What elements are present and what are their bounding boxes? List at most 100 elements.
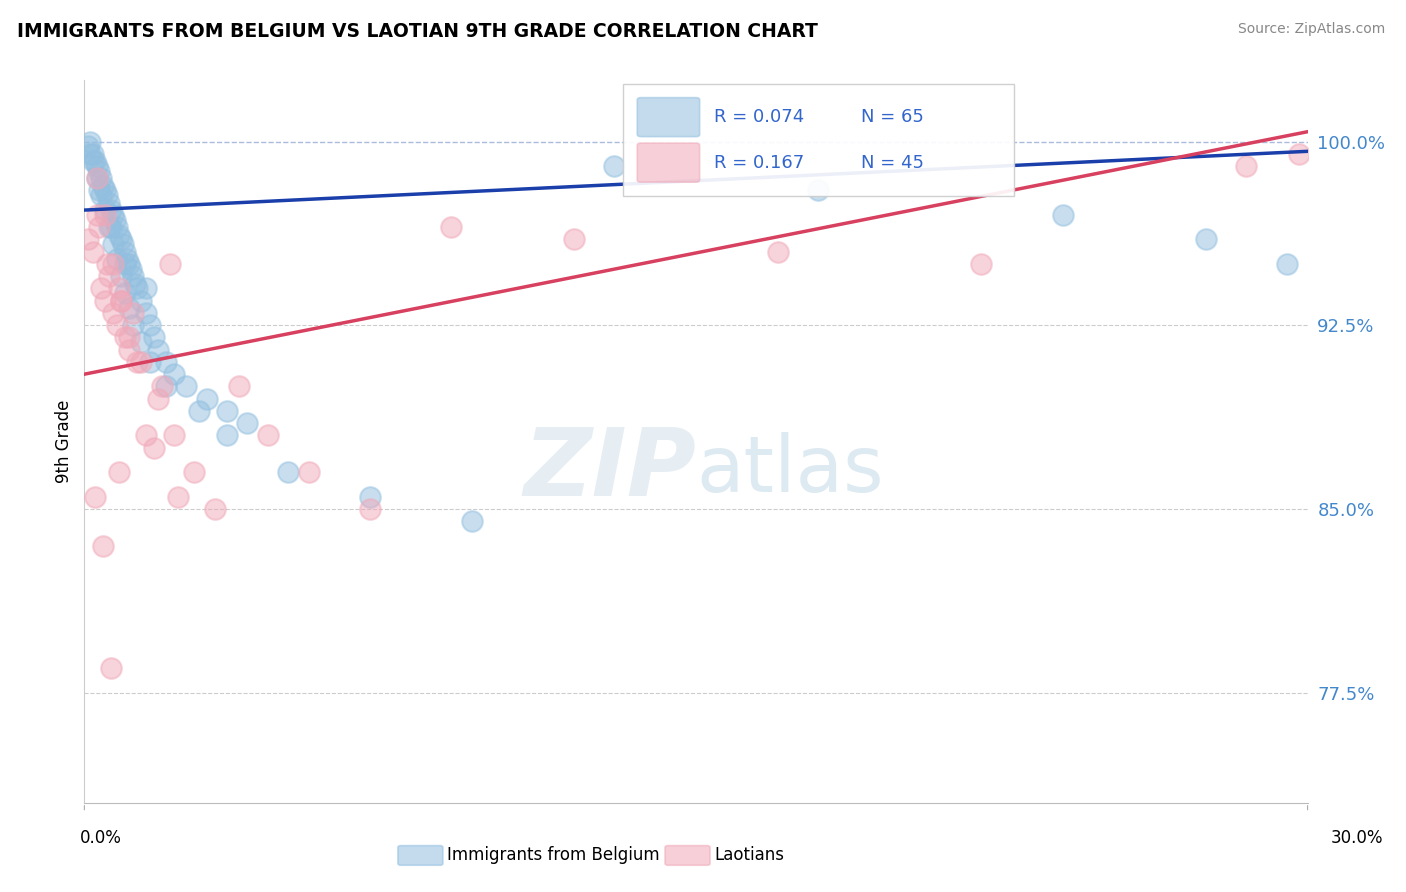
Point: [159, 257, 181, 271]
Point: [101, 306, 124, 320]
Point: [96, 257, 118, 271]
Point: [79, 135, 101, 149]
Point: [86, 171, 108, 186]
FancyBboxPatch shape: [637, 143, 700, 182]
Point: [138, 318, 160, 333]
Point: [114, 257, 136, 271]
Point: [970, 257, 993, 271]
Point: [146, 392, 169, 406]
Point: [461, 514, 484, 528]
Point: [86, 208, 108, 222]
Point: [131, 335, 153, 350]
Point: [115, 252, 138, 266]
Point: [124, 277, 146, 291]
Text: IMMIGRANTS FROM BELGIUM VS LAOTIAN 9TH GRADE CORRELATION CHART: IMMIGRANTS FROM BELGIUM VS LAOTIAN 9TH G…: [17, 22, 818, 41]
Point: [101, 257, 124, 271]
Point: [131, 355, 153, 369]
Point: [562, 232, 585, 246]
Point: [77, 232, 100, 246]
Point: [87, 164, 110, 178]
Point: [97, 220, 120, 235]
Point: [118, 343, 141, 357]
Point: [359, 502, 381, 516]
Point: [131, 293, 153, 308]
Point: [79, 146, 101, 161]
Point: [91, 178, 114, 193]
Point: [118, 257, 141, 271]
Point: [83, 490, 105, 504]
Text: atlas: atlas: [696, 433, 883, 508]
Point: [163, 367, 186, 381]
Point: [110, 293, 132, 308]
Point: [104, 213, 127, 227]
Point: [1288, 146, 1310, 161]
Text: 0.0%: 0.0%: [80, 829, 122, 847]
Point: [86, 159, 108, 173]
Point: [142, 330, 165, 344]
Point: [112, 237, 135, 252]
Point: [110, 269, 132, 284]
Point: [114, 286, 136, 301]
Point: [1052, 208, 1074, 222]
Text: ZIP: ZIP: [523, 425, 696, 516]
Point: [114, 330, 136, 344]
Point: [120, 261, 142, 276]
Point: [277, 465, 299, 479]
Point: [100, 220, 122, 235]
Point: [105, 220, 128, 235]
Point: [90, 171, 112, 186]
Point: [118, 330, 141, 344]
Point: [86, 171, 108, 186]
Point: [174, 379, 197, 393]
Point: [236, 416, 259, 430]
Point: [146, 343, 169, 357]
FancyBboxPatch shape: [637, 97, 700, 136]
Point: [87, 220, 110, 235]
Text: 30.0%: 30.0%: [1330, 829, 1384, 847]
Point: [257, 428, 280, 442]
Point: [105, 252, 128, 266]
Point: [105, 318, 128, 333]
Point: [603, 159, 626, 173]
Point: [110, 293, 132, 308]
Point: [82, 154, 104, 169]
Point: [440, 220, 463, 235]
Point: [150, 379, 173, 393]
Point: [135, 281, 157, 295]
Point: [142, 441, 165, 455]
Point: [155, 379, 177, 393]
Point: [359, 490, 381, 504]
Point: [91, 539, 114, 553]
Point: [110, 232, 132, 246]
Point: [195, 392, 218, 406]
Point: [135, 428, 157, 442]
Point: [163, 428, 186, 442]
Point: [101, 208, 124, 222]
Y-axis label: 9th Grade: 9th Grade: [55, 400, 73, 483]
Point: [135, 306, 157, 320]
Point: [93, 184, 115, 198]
Point: [100, 661, 122, 675]
Point: [82, 146, 104, 161]
Point: [93, 203, 115, 218]
Text: Immigrants from Belgium: Immigrants from Belgium: [447, 847, 659, 864]
Point: [93, 293, 115, 308]
Point: [114, 244, 136, 259]
Point: [82, 244, 104, 259]
Point: [766, 244, 789, 259]
Point: [77, 139, 100, 153]
Text: N = 45: N = 45: [860, 153, 924, 171]
Point: [217, 428, 239, 442]
Point: [87, 184, 110, 198]
Text: N = 65: N = 65: [860, 108, 924, 126]
Point: [83, 154, 105, 169]
Point: [1195, 232, 1218, 246]
Point: [97, 269, 120, 284]
Point: [298, 465, 321, 479]
Text: R = 0.167: R = 0.167: [714, 153, 804, 171]
Point: [127, 355, 149, 369]
Point: [204, 502, 226, 516]
Point: [101, 237, 124, 252]
Point: [108, 281, 131, 295]
Point: [108, 227, 131, 242]
